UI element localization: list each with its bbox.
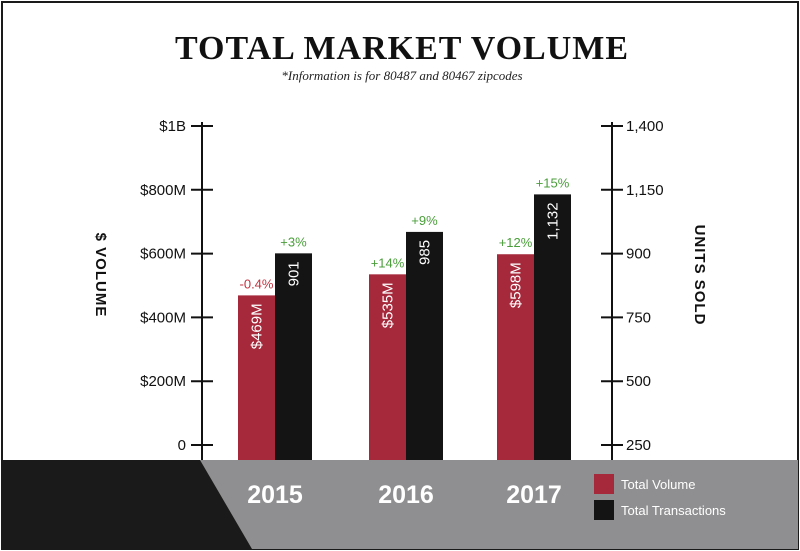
chart-subtitle: *Information is for 80487 and 80467 zipc… (281, 68, 522, 83)
left-tick-label: $600M (140, 246, 186, 263)
right-axis-title: UNITS SOLD (691, 225, 708, 326)
bar-change-label: +15% (536, 175, 570, 190)
left-tick-label: $800M (140, 182, 186, 199)
bar-change-label: +12% (499, 235, 533, 250)
bar-value-label: $535M (380, 282, 397, 328)
right-tick-label: 250 (626, 437, 651, 454)
right-tick-label: 750 (626, 309, 651, 326)
bar-value-label: 901 (286, 261, 303, 286)
bar-transactions (275, 253, 312, 460)
left-tick-label: $1B (159, 118, 186, 135)
left-axis-ticks: 0 $200M $400M $600M $800M $1B (140, 118, 213, 454)
left-tick-label: $200M (140, 373, 186, 390)
bar-value-label: $469M (249, 303, 266, 349)
right-tick-label: 1,400 (626, 118, 664, 135)
bar-change-label: +9% (411, 213, 438, 228)
left-axis-title: $ VOLUME (92, 233, 109, 318)
legend-label: Total Transactions (621, 503, 726, 518)
category-labels: 2015 2016 2017 (247, 481, 562, 509)
bar-value-label: 1,132 (545, 202, 562, 240)
category-label: 2016 (378, 481, 434, 509)
legend: Total Volume Total Transactions (594, 474, 726, 520)
bar-volume (369, 274, 406, 460)
bar-volume (238, 295, 275, 460)
bar-transactions (534, 194, 571, 460)
left-tick-label: 0 (178, 437, 186, 454)
bar-transactions (406, 231, 443, 460)
category-label: 2017 (506, 481, 562, 509)
left-tick-label: $400M (140, 309, 186, 326)
right-tick-label: 500 (626, 373, 651, 390)
bar-change-label: +3% (280, 234, 307, 249)
bar-value-label: $598M (508, 262, 525, 308)
legend-swatch (594, 474, 614, 494)
bar-volume (497, 254, 534, 460)
bar-change-label: +14% (371, 255, 405, 270)
legend-label: Total Volume (621, 477, 695, 492)
chart-title: TOTAL MARKET VOLUME (175, 30, 629, 67)
bar-change-label: -0.4% (240, 276, 274, 291)
right-tick-label: 1,150 (626, 182, 664, 199)
bars: $469M -0.4% 901 +3% $535M +14% 985 +9% $598M +12%… (238, 175, 571, 460)
right-axis-ticks: 250 500 750 900 1,150 1,400 (601, 118, 664, 454)
category-label: 2015 (247, 481, 303, 509)
bottom-band-gray (200, 460, 798, 549)
right-tick-label: 900 (626, 246, 651, 263)
legend-swatch (594, 500, 614, 520)
bar-value-label: 985 (417, 240, 434, 265)
